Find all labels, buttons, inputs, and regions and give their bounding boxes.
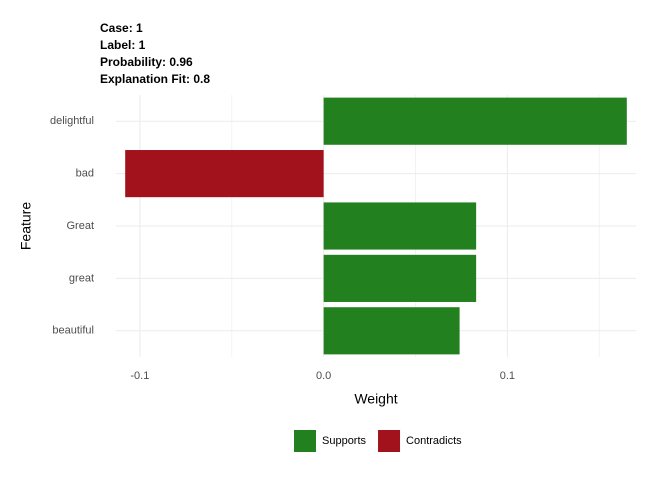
y-tick-label: bad (76, 168, 94, 180)
bar (323, 307, 460, 355)
legend-label: Supports (322, 435, 367, 447)
legend-label: Contradicts (406, 435, 462, 447)
y-tick-label: Great (66, 220, 94, 232)
y-tick-label: delightful (50, 115, 94, 127)
legend-swatch (378, 430, 401, 452)
legend-swatch (294, 430, 316, 452)
title-line: Label: 1 (100, 38, 146, 52)
x-tick-label: 0.1 (500, 370, 515, 382)
y-tick-label: beautiful (52, 325, 94, 337)
x-axis-label: Weight (354, 391, 397, 407)
bar (323, 97, 627, 145)
bar (125, 150, 324, 198)
x-tick-label: 0.0 (316, 370, 331, 382)
x-tick-label: -0.1 (130, 370, 149, 382)
y-tick-label: great (69, 272, 94, 284)
bar (323, 202, 477, 250)
title-line: Explanation Fit: 0.8 (100, 72, 210, 86)
y-axis-label: Feature (18, 202, 34, 250)
title-line: Case: 1 (100, 21, 143, 35)
title-line: Probability: 0.96 (100, 55, 193, 69)
bar (323, 254, 477, 302)
